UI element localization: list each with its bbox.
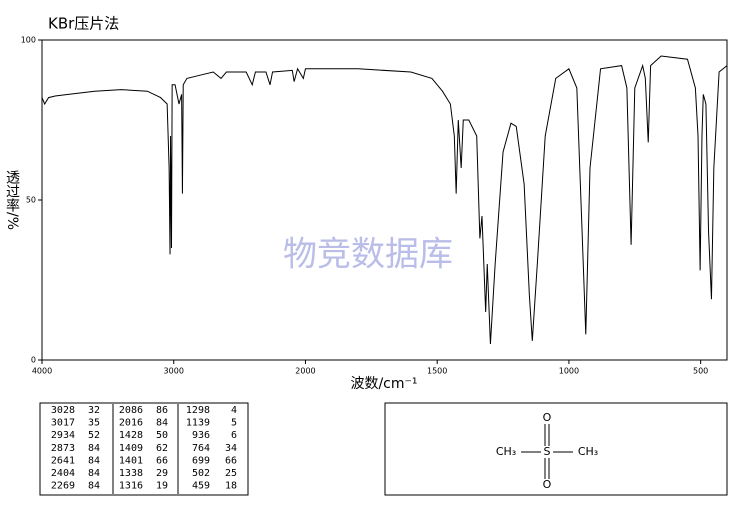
peak-table-cell: 84 <box>88 468 100 479</box>
peak-table-cell: 18 <box>225 481 237 492</box>
peak-table-cell: 3017 <box>51 418 75 429</box>
peak-table-cell: 2269 <box>51 481 75 492</box>
plot-frame <box>41 39 728 361</box>
peak-table-cell: 1338 <box>119 468 143 479</box>
peak-table-cell: 2016 <box>119 418 143 429</box>
peak-table-cell: 2404 <box>51 468 75 479</box>
peak-table-cell: 2873 <box>51 443 75 454</box>
peak-table-cell: 66 <box>156 455 168 466</box>
chart-title: KBr压片法 <box>48 15 119 33</box>
x-tick-label: 1500 <box>427 367 447 376</box>
peak-table-cell: 6 <box>231 430 237 441</box>
peak-table-cell: 1409 <box>119 443 143 454</box>
peak-table-cell: 50 <box>156 430 168 441</box>
peak-table-cell: 52 <box>88 430 100 441</box>
x-tick-label: 1000 <box>559 367 579 376</box>
y-tick-label: 0 <box>31 356 36 365</box>
x-tick-label: 4000 <box>32 367 52 376</box>
y-tick-label: 100 <box>21 36 36 45</box>
peak-table-cell: 84 <box>156 418 168 429</box>
x-tick-label: 500 <box>693 367 708 376</box>
peak-table-cell: 1298 <box>186 405 210 416</box>
y-axis-label: 透过率/% <box>4 170 20 230</box>
structure-frame <box>384 402 728 496</box>
x-tick-label: 3000 <box>164 367 184 376</box>
peak-table-cell: 5 <box>231 418 237 429</box>
atom-label: O <box>543 478 552 491</box>
peak-table-cell: 1401 <box>119 455 143 466</box>
x-axis-label: 波数/cm⁻¹ <box>350 376 417 392</box>
peak-table-cell: 29 <box>156 468 168 479</box>
peak-table-cell: 84 <box>88 481 100 492</box>
peak-table-cell: 2086 <box>119 405 143 416</box>
peak-table-cell: 84 <box>88 455 100 466</box>
peak-table-cell: 764 <box>192 443 210 454</box>
peak-table-cell: 4 <box>231 405 237 416</box>
peak-table-cell: 84 <box>88 443 100 454</box>
peak-table-cell: 1316 <box>119 481 143 492</box>
atom-label: S <box>544 445 551 458</box>
peak-table-cell: 62 <box>156 443 168 454</box>
peak-table-cell: 19 <box>156 481 168 492</box>
peak-table-cell: 1139 <box>186 418 210 429</box>
peak-table-cell: 2934 <box>51 430 75 441</box>
peak-table-cell: 32 <box>88 405 100 416</box>
peak-table-cell: 34 <box>225 443 237 454</box>
peak-table-cell: 25 <box>225 468 237 479</box>
peak-table-cell: 459 <box>192 481 210 492</box>
peak-table-cell: 502 <box>192 468 210 479</box>
y-tick-label: 50 <box>26 196 36 205</box>
spectrum-line <box>41 55 728 345</box>
peak-table-frame <box>39 402 249 496</box>
x-tick-label: 2000 <box>295 367 315 376</box>
peak-table-cell: 2641 <box>51 455 75 466</box>
peak-table-cell: 35 <box>88 418 100 429</box>
peak-table-cell: 3028 <box>51 405 75 416</box>
atom-label: CH₃ <box>496 445 516 458</box>
peak-table-cell: 66 <box>225 455 237 466</box>
peak-table-cell: 1428 <box>119 430 143 441</box>
peak-table-cell: 936 <box>192 430 210 441</box>
bonds <box>521 424 573 479</box>
peak-table-cell: 699 <box>192 455 210 466</box>
atom-label: CH₃ <box>578 445 598 458</box>
peak-table-cell: 86 <box>156 405 168 416</box>
watermark: 物竞数据库 <box>283 235 453 275</box>
atom-label: O <box>543 411 552 424</box>
